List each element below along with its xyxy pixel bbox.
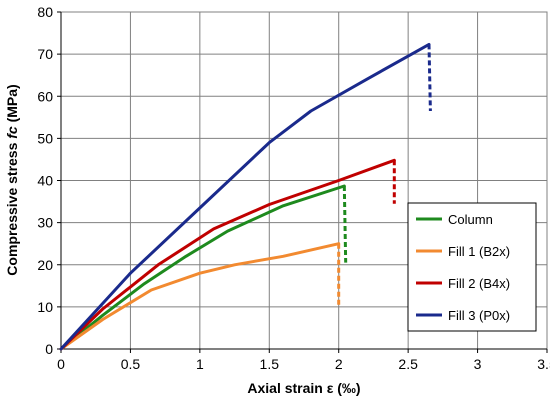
x-tick-label: 2.5: [398, 356, 418, 372]
legend-label-fill-3-p0x: Fill 3 (P0x): [448, 308, 510, 323]
series-drop-fill-3-p0x: [427, 44, 432, 112]
y-tick-label: 50: [37, 130, 53, 146]
y-tick-label: 70: [37, 46, 53, 62]
series-layer: [59, 42, 432, 351]
y-tick-label: 20: [37, 257, 53, 273]
x-tick-label: 1.5: [260, 356, 280, 372]
legend-label-fill-1-b2x: Fill 1 (B2x): [448, 244, 510, 259]
x-tick-label: 3: [474, 356, 482, 372]
y-tick-labels: 0 10 20 30 40 50 60 70 80: [37, 4, 53, 357]
x-tick-label: 0: [57, 356, 65, 372]
y-tick-label: 40: [37, 173, 53, 189]
x-tick-labels: 0 0.5 1 1.5 2 2.5 3 3.5: [57, 356, 550, 372]
y-axis-title: Compressive stress fc (MPa): [4, 84, 20, 275]
series-line-fill-3-p0x: [59, 42, 431, 351]
series-line-fill-2-b4x: [59, 158, 396, 351]
y-tick-label: 10: [37, 299, 53, 315]
y-tick-label: 0: [45, 341, 53, 357]
x-tick-label: 3.5: [537, 356, 550, 372]
legend-label-fill-2-b4x: Fill 2 (B4x): [448, 276, 510, 291]
y-axis-title-symbol: fc: [4, 126, 20, 139]
x-axis-title: Axial strain ε (‰): [247, 380, 360, 396]
legend-box: [407, 202, 537, 332]
y-tick-label: 30: [37, 215, 53, 231]
series-drop-column: [342, 185, 348, 263]
legend: Column Fill 1 (B2x) Fill 2 (B4x) Fill 3 (P0…: [407, 202, 537, 332]
y-axis-title-unit: (MPa): [4, 84, 20, 126]
legend-items: Column Fill 1 (B2x) Fill 2 (B4x) Fill 3 (P0…: [416, 212, 510, 323]
legend-label-column: Column: [448, 212, 493, 227]
x-tick-label: 0.5: [121, 356, 141, 372]
y-axis-title-main: Compressive stress: [4, 139, 20, 276]
series-line-column: [59, 184, 346, 351]
series-line-fill-1-b2x: [59, 242, 341, 351]
y-tick-label: 60: [37, 88, 53, 104]
y-tick-label: 80: [37, 4, 53, 20]
x-tick-label: 2: [335, 356, 343, 372]
x-tick-label: 1: [196, 356, 204, 372]
